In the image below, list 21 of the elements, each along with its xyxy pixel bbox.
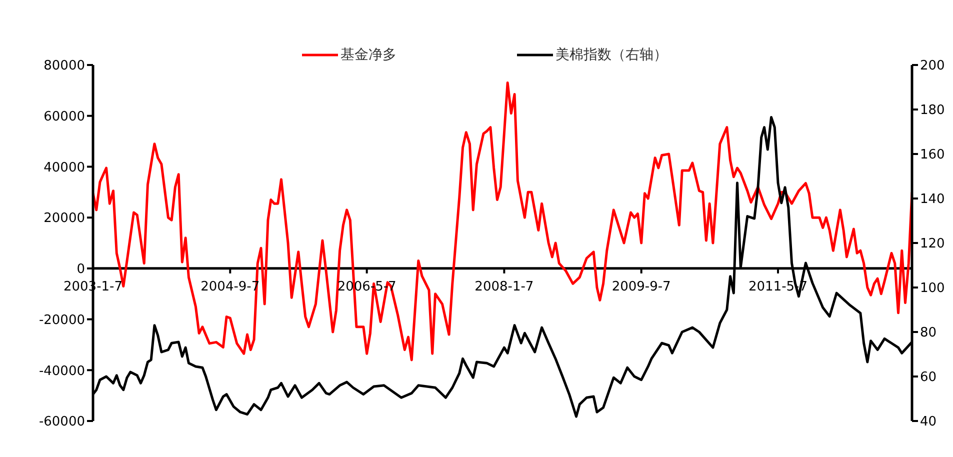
y-tick-label: 0 [76, 262, 85, 278]
x-tick-label: 2009-9-7 [612, 279, 671, 294]
y-tick-label: -40000 [38, 364, 85, 379]
y-tick-label: -60000 [38, 414, 85, 430]
y2-tick-label: 120 [920, 236, 945, 252]
y2-tick-label: 80 [920, 326, 937, 341]
legend-label: 美棉指数（右轴） [556, 46, 668, 64]
y2-tick-label: 200 [920, 58, 945, 74]
y-tick-label: -20000 [38, 312, 85, 328]
x-tick-label: 2008-1-7 [474, 279, 534, 294]
y2-tick-label: 140 [920, 192, 945, 208]
legend-label: 基金净多 [340, 46, 396, 64]
y-tick-label: 60000 [44, 109, 85, 124]
y-tick-label: 20000 [44, 211, 85, 226]
y2-tick-label: 180 [920, 103, 945, 118]
y-tick-label: 80000 [44, 58, 85, 74]
y2-tick-label: 60 [920, 370, 937, 386]
y2-tick-label: 40 [920, 414, 937, 430]
y2-tick-label: 160 [920, 148, 945, 163]
y-tick-label: 40000 [44, 160, 85, 176]
y2-tick-label: 100 [920, 281, 945, 296]
